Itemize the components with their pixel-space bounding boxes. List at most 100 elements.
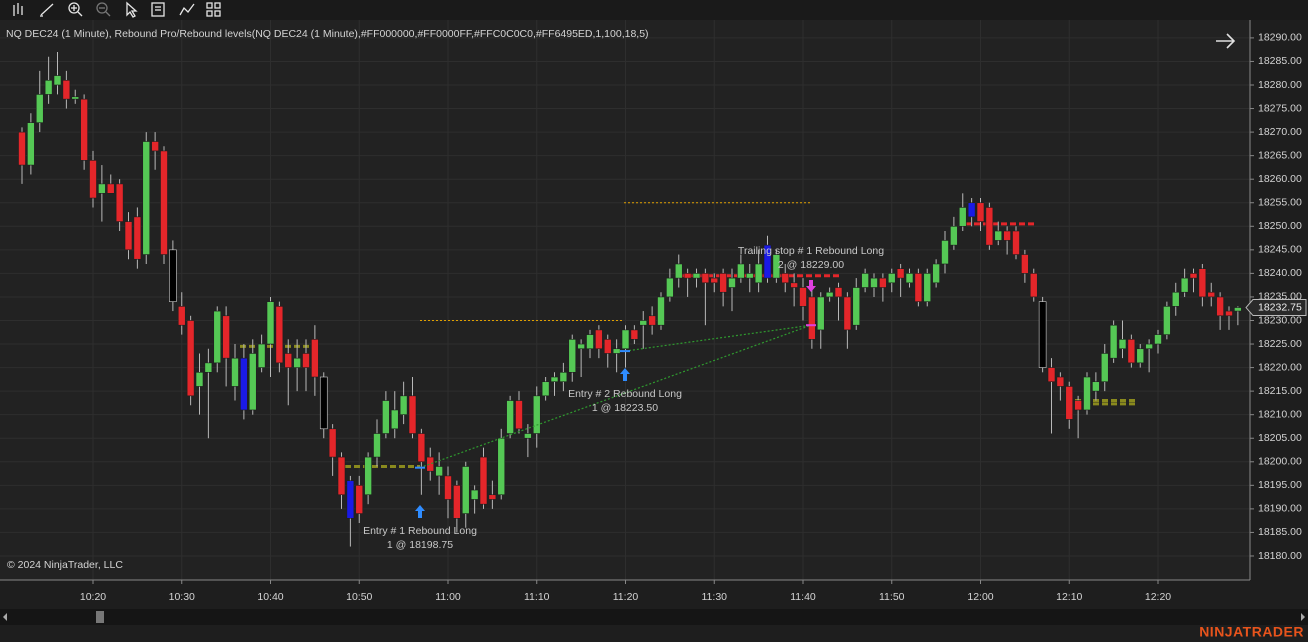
candle-body — [674, 263, 683, 279]
candle-body — [683, 273, 692, 279]
y-tick-label: 18260.00 — [1258, 173, 1302, 185]
candle-body — [222, 315, 230, 359]
candle-body — [1074, 400, 1082, 411]
candle-body — [568, 339, 577, 373]
pointer-icon[interactable] — [126, 1, 138, 18]
scroll-right[interactable] — [1301, 613, 1305, 621]
candle-body — [399, 395, 408, 415]
candle-body — [506, 400, 514, 434]
candle-body — [515, 400, 523, 430]
zoom-out-icon[interactable] — [96, 2, 111, 17]
candle-body — [479, 456, 488, 505]
candle-body — [160, 150, 168, 255]
candle-body — [630, 329, 639, 340]
x-tick-label: 11:30 — [702, 591, 728, 603]
candle-body — [115, 183, 124, 222]
candles — [18, 52, 1242, 547]
scroll-left[interactable] — [3, 613, 7, 621]
candle-body — [1198, 268, 1207, 298]
candle-body — [311, 339, 319, 378]
executions: Entry # 1 Rebound Long 1 @ 18198.75 Entry … — [363, 245, 884, 551]
candle-body — [603, 339, 612, 354]
execution-arrow — [620, 368, 630, 381]
candle-body — [524, 433, 532, 439]
candle-body — [532, 395, 541, 434]
candle-body — [657, 296, 665, 326]
candle-body — [195, 371, 204, 387]
copyright: © 2024 NinjaTrader, LLC — [7, 559, 123, 571]
candle-body — [967, 202, 976, 218]
y-tick-label: 18280.00 — [1258, 79, 1302, 91]
candle-body — [488, 494, 497, 500]
x-tick-label: 11:00 — [435, 591, 461, 603]
candle-body — [754, 263, 763, 284]
candle-body — [559, 371, 568, 383]
candle-body — [834, 287, 843, 298]
execution-label: 1 @ 18223.50 — [592, 402, 658, 414]
candle-body — [417, 433, 426, 463]
candle-body — [231, 357, 239, 387]
data-box-icon[interactable] — [151, 2, 165, 17]
bars-icon[interactable] — [13, 3, 23, 16]
candle-body — [1207, 291, 1216, 298]
candle-body — [71, 96, 80, 100]
candle-body — [284, 353, 293, 368]
toolbar — [0, 0, 1308, 20]
candle-body — [550, 376, 559, 383]
y-tick-label: 18190.00 — [1258, 503, 1302, 515]
candle-body — [896, 268, 905, 279]
candle-body — [719, 273, 727, 293]
candle-body — [89, 160, 97, 199]
x-tick-label: 12:00 — [967, 591, 993, 603]
candle-body — [240, 357, 248, 411]
scroll-thumb[interactable] — [96, 611, 104, 623]
candle-body — [923, 273, 932, 302]
candle-body — [1029, 273, 1038, 298]
candle-body — [790, 282, 798, 288]
properties-icon[interactable] — [206, 2, 221, 17]
candle-body — [639, 320, 648, 326]
candle-body — [1145, 343, 1153, 350]
candle-body — [355, 485, 364, 514]
y-tick-label: 18200.00 — [1258, 456, 1302, 468]
candle-body — [914, 273, 923, 302]
chart-title: NQ DEC24 (1 Minute), Rebound Pro/Rebound… — [6, 28, 649, 40]
candle-body — [213, 310, 222, 364]
candle-body — [1056, 376, 1065, 387]
candle-body — [151, 141, 159, 152]
candle-body — [1189, 273, 1198, 279]
candle-body — [266, 301, 275, 345]
candle-body — [1225, 310, 1233, 317]
candle-body — [80, 98, 88, 161]
scrollbar[interactable] — [0, 609, 1308, 625]
candle-body — [44, 79, 53, 95]
y-tick-label: 18290.00 — [1258, 32, 1302, 44]
candle-body — [1234, 307, 1242, 312]
candle-body — [1171, 291, 1180, 307]
zoom-in-icon[interactable] — [68, 2, 83, 17]
candle-body — [1136, 348, 1145, 364]
y-tick-label: 18230.00 — [1258, 314, 1302, 326]
candle-body — [692, 273, 701, 279]
x-tick-label: 11:20 — [613, 591, 639, 603]
candle-body — [444, 475, 452, 500]
candle-body — [1216, 296, 1224, 317]
y-tick-label: 18270.00 — [1258, 126, 1302, 138]
indicators-icon[interactable] — [179, 3, 195, 16]
y-tick-label: 18275.00 — [1258, 102, 1302, 114]
candle-body — [852, 287, 861, 326]
x-tick-label: 11:10 — [524, 591, 550, 603]
y-tick-label: 18205.00 — [1258, 432, 1302, 444]
candle-body — [319, 376, 328, 430]
candle-body — [133, 216, 142, 260]
draw-icon[interactable] — [40, 3, 54, 17]
x-tick-label: 10:50 — [346, 591, 372, 603]
candle-body — [985, 207, 994, 246]
candle-body — [177, 306, 186, 326]
candle-body — [710, 277, 719, 284]
scroll-to-end[interactable] — [1216, 33, 1236, 49]
x-tick-label: 10:20 — [80, 591, 106, 603]
candle-body — [577, 343, 585, 350]
